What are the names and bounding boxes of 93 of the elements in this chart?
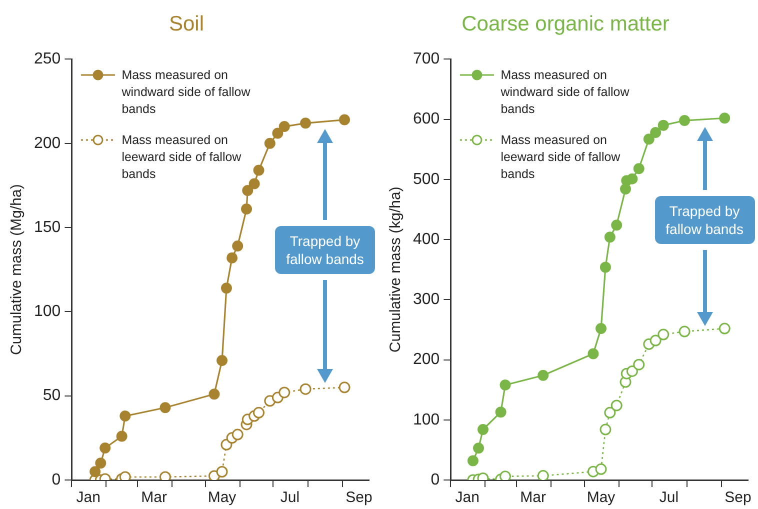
point [278, 386, 290, 398]
point [338, 382, 350, 394]
point [116, 430, 128, 442]
y-tick-label: 100 [412, 411, 440, 428]
point [467, 455, 478, 466]
legend-label: Mass measured on windward side of fallow bands [122, 67, 252, 118]
point [339, 114, 350, 126]
point [600, 262, 611, 273]
point [678, 326, 690, 338]
x-tick-label: Mar [520, 489, 546, 506]
point [658, 120, 669, 131]
y-tick-label: 400 [412, 230, 440, 248]
x-tick-label: Mar [141, 489, 168, 506]
point [216, 354, 228, 366]
x-tick-label: May [208, 489, 237, 506]
point [650, 127, 662, 138]
point [119, 471, 131, 480]
point [253, 164, 264, 176]
point [719, 112, 730, 124]
chart-title: Soil [168, 12, 204, 36]
point [626, 365, 638, 377]
point [538, 370, 549, 381]
y-tick-label: 100 [34, 303, 61, 320]
legend-label: Mass measured on leeward side of fallow bands [122, 132, 242, 184]
point [588, 348, 599, 360]
y-tick-label: 50 [42, 387, 61, 404]
y-tick-label: 300 [412, 291, 440, 308]
x-tick-label: Jul [280, 489, 300, 506]
x-tick-label: May [586, 489, 616, 506]
x-tick-label: Sep [346, 489, 372, 506]
point [610, 400, 622, 412]
point [495, 406, 506, 418]
y-tick-label: 200 [412, 351, 440, 368]
point [633, 163, 644, 174]
point [718, 322, 730, 334]
point [477, 424, 488, 436]
point [248, 178, 260, 190]
x-tick-label: Sep [724, 489, 752, 506]
y-tick-label: 200 [34, 134, 61, 152]
y-axis-title: Cumulative mass (Mg/ha) [8, 184, 26, 356]
y-tick-label: 250 [34, 50, 61, 68]
point [643, 134, 654, 145]
y-tick-label: 500 [412, 170, 440, 188]
point [604, 232, 616, 243]
point [253, 406, 265, 418]
point [160, 402, 171, 414]
y-tick-label: 600 [412, 110, 440, 128]
point [300, 383, 312, 395]
point [216, 466, 228, 478]
point [241, 204, 252, 215]
point [242, 184, 254, 196]
point [596, 323, 607, 334]
point [604, 406, 616, 418]
point [100, 442, 111, 454]
point [650, 334, 662, 346]
point [159, 471, 171, 480]
point [611, 220, 622, 231]
y-axis-title: Cumulative mass (kg/ha) [387, 186, 404, 353]
point [626, 173, 638, 184]
point [90, 466, 101, 478]
annotation: Trapped by fallow bands [275, 226, 376, 274]
point [120, 410, 131, 422]
x-tick-label: Jan [455, 489, 480, 506]
point [232, 240, 244, 252]
point [272, 128, 284, 139]
y-tick-label: 700 [412, 50, 440, 68]
legend-label: Mass measured on windward side of fallow bands [500, 67, 630, 118]
point [473, 442, 484, 454]
point [226, 252, 238, 264]
point [278, 121, 290, 132]
point [208, 470, 220, 480]
y-tick-label: 0 [430, 471, 440, 488]
y-tick-label: 0 [52, 471, 61, 488]
point [264, 138, 276, 149]
point [300, 118, 312, 129]
point [658, 328, 670, 340]
point [95, 458, 106, 469]
point [679, 115, 690, 126]
point [208, 388, 220, 400]
point [537, 470, 549, 480]
point [600, 424, 612, 436]
point [595, 463, 607, 475]
y-tick-label: 150 [34, 218, 61, 236]
point [220, 282, 232, 294]
x-tick-label: Jan [76, 489, 100, 506]
point [633, 358, 645, 370]
chart-title: Coarse organic matter [462, 12, 670, 36]
point [500, 470, 512, 480]
x-tick-label: Jul [659, 489, 679, 506]
point [232, 428, 244, 440]
point [500, 380, 511, 391]
legend-label: Mass measured on leeward side of fallow bands [500, 132, 622, 184]
annotation: Trapped by fallow bands [654, 196, 755, 244]
